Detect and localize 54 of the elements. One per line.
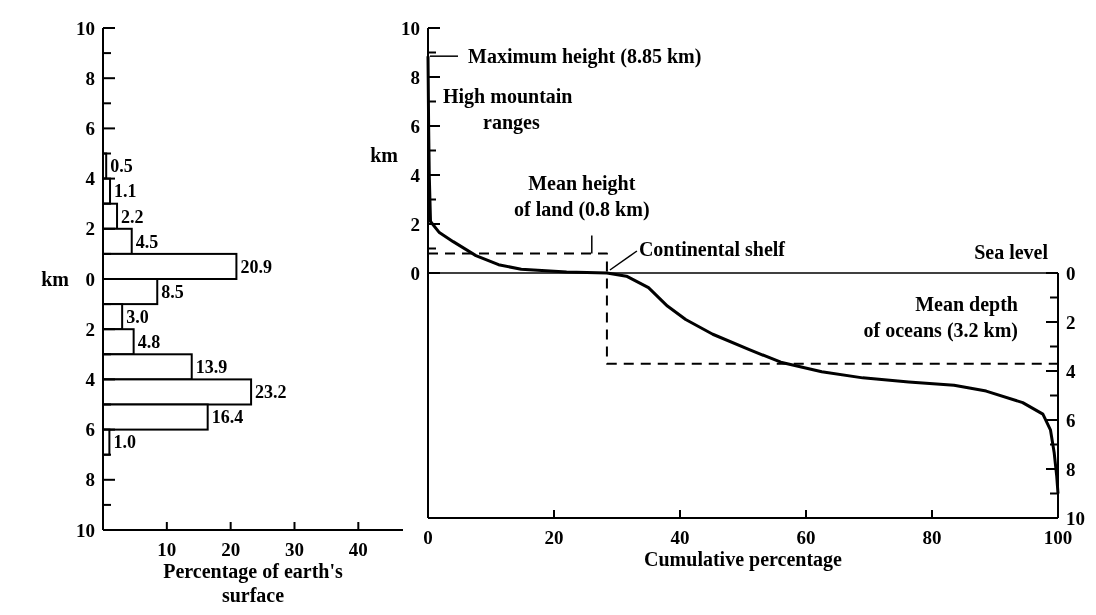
- x-tick-label: 10: [157, 539, 177, 560]
- data-label: 0.5: [110, 156, 133, 177]
- ref-line-label: Sea level: [974, 241, 1049, 263]
- y2-tick-label: 10: [1066, 507, 1085, 529]
- annotation: Mean height of land (0.8 km): [514, 172, 650, 222]
- data-label: 8.5: [161, 281, 184, 302]
- y-tick-label: 8: [410, 66, 420, 88]
- y-axis-title: km: [41, 268, 70, 290]
- x-tick-label: 60: [796, 527, 816, 548]
- x-axis-title: Cumulative percentage: [644, 548, 843, 571]
- y-tick-label: 8: [85, 469, 95, 491]
- x-tick-label: 20: [544, 527, 564, 548]
- y-tick-label: 6: [410, 115, 420, 137]
- x-tick-label: 0: [423, 527, 433, 548]
- data-label: 23.2: [255, 382, 287, 403]
- x-tick-label: 80: [922, 527, 942, 548]
- data-label: 4.5: [135, 231, 159, 252]
- y-tick-label: 6: [85, 118, 95, 140]
- y-tick-label: 2: [85, 218, 95, 240]
- annotation: Mean depth of oceans (3.2 km): [863, 292, 1018, 342]
- annotation: High mountain ranges: [443, 85, 573, 134]
- y-tick-label: 0: [410, 262, 420, 284]
- data-label: 13.9: [195, 357, 228, 378]
- y-tick-label: 10: [401, 17, 420, 39]
- y-tick-label: 10: [76, 17, 95, 39]
- y2-tick-label: 4: [1066, 360, 1076, 382]
- y-tick-label: 2: [410, 213, 420, 235]
- annotation: Continental shelf: [638, 238, 786, 260]
- x-tick-label: 40: [670, 527, 690, 548]
- y-tick-label: 6: [85, 419, 95, 441]
- y-tick-label: 8: [85, 67, 95, 89]
- data-label: 3.0: [126, 306, 149, 327]
- y2-tick-label: 6: [1066, 409, 1076, 431]
- y2-tick-label: 2: [1066, 311, 1076, 333]
- y-tick-label: 4: [85, 369, 96, 391]
- annotation: Maximum height (8.85 km): [468, 45, 702, 69]
- y2-tick-label: 8: [1066, 458, 1076, 480]
- y-tick-label: 4: [410, 164, 421, 186]
- data-label: 2.2: [121, 206, 144, 227]
- y-tick-label: 0: [85, 268, 95, 290]
- data-label: 20.9: [240, 256, 272, 277]
- data-label: 1.0: [113, 432, 136, 453]
- y-tick-label: 4: [85, 168, 96, 190]
- data-label: 1.1: [114, 181, 137, 202]
- y2-tick-label: 0: [1066, 262, 1076, 284]
- x-tick-label: 40: [348, 539, 368, 560]
- data-label: 16.4: [211, 407, 244, 428]
- x-tick-label: 20: [221, 539, 241, 560]
- y-axis-title: km: [370, 144, 399, 167]
- y-tick-label: 2: [85, 318, 95, 340]
- x-tick-label: 100: [1043, 527, 1073, 548]
- x-tick-label: 30: [284, 539, 304, 560]
- data-label: 4.8: [137, 332, 161, 353]
- x-axis-title: Percentage of earth's surface: [163, 560, 343, 606]
